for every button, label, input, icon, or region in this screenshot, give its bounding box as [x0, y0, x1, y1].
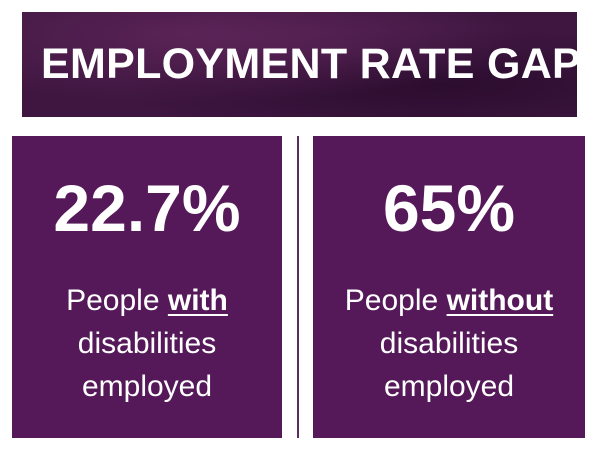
- page-title: EMPLOYMENT RATE GAP: [41, 40, 582, 88]
- title-banner: EMPLOYMENT RATE GAP: [22, 12, 581, 117]
- description-prefix: People: [66, 284, 160, 317]
- stat-card-with-disabilities: 22.7% People with disabilities employed: [12, 136, 282, 438]
- stat-value: 22.7%: [53, 171, 241, 245]
- description-line-3: employed: [81, 370, 213, 403]
- description-line-2: disabilities: [379, 327, 519, 360]
- description-line-1: People with: [12, 279, 282, 322]
- description-emphasis: without: [446, 284, 554, 317]
- card-divider: [297, 136, 299, 438]
- description-prefix: People: [344, 284, 439, 317]
- description-emphasis: with: [167, 284, 228, 317]
- description-line-2: disabilities: [77, 327, 217, 360]
- description-line-1: People without: [313, 279, 585, 322]
- stat-value: 65%: [382, 171, 516, 245]
- stat-card-without-disabilities: 65% People without disabilities employed: [313, 136, 585, 438]
- description-line-3: employed: [383, 370, 515, 403]
- stat-description: People with disabilities employed: [12, 279, 282, 408]
- stat-description: People without disabilities employed: [313, 279, 585, 408]
